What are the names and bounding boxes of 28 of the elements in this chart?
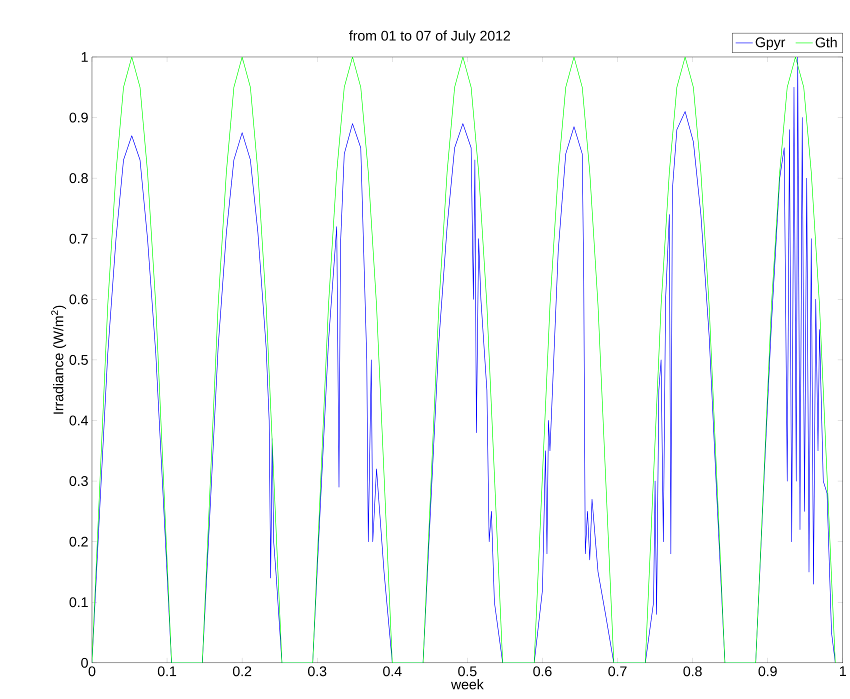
x-tick-label: 0.7 [608, 666, 627, 676]
x-tick-label: 1 [840, 666, 846, 676]
line-series [92, 57, 836, 663]
x-tick-label: 0.4 [383, 666, 402, 676]
legend-label: Gth [816, 37, 837, 48]
y-tick-label: 0.9 [70, 112, 88, 123]
x-tick-label: 0.1 [158, 666, 176, 676]
legend-label: Gpyr [756, 37, 786, 50]
y-tick-label: 0.7 [70, 234, 88, 244]
x-tick-label: 0.5 [458, 666, 477, 676]
x-axis-title: week [451, 679, 484, 690]
y-tick-label: 0.6 [70, 294, 88, 304]
x-tick-label: 0.8 [683, 666, 702, 676]
x-tick-label: 0.2 [232, 666, 252, 676]
y-tick-label: 0.5 [70, 355, 88, 365]
chart-title: from 01 to 07 of July 2012 [349, 30, 510, 44]
y-tick-label: 0.8 [70, 173, 88, 184]
y-tick-label: 1 [82, 52, 88, 62]
y-tick-label: 0.1 [70, 597, 88, 608]
x-tick-label: 0 [88, 666, 96, 676]
y-tick-label: 0.4 [70, 416, 88, 426]
x-tick-label: 0.9 [758, 666, 777, 676]
y-axis-title: Irradiance (W/m$^{2}$) [51, 306, 66, 414]
y-tick-label: 0.3 [70, 476, 88, 486]
x-tick-label: 0.6 [533, 666, 552, 676]
y-tick-label: 0 [81, 658, 88, 668]
x-tick-label: 0.3 [308, 666, 326, 676]
y-tick-label: 0.2 [70, 536, 88, 547]
